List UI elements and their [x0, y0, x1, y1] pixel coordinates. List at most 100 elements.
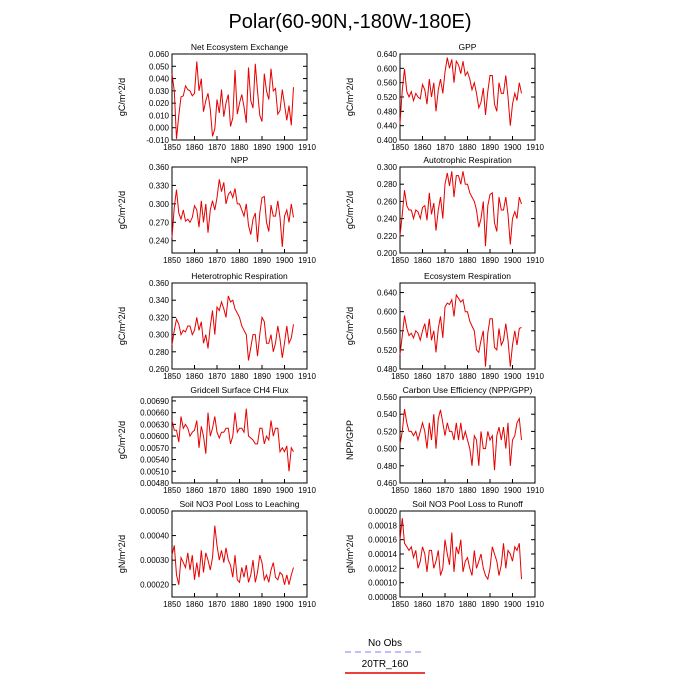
x-tick-label: 1880 [459, 143, 477, 152]
x-tick-label: 1850 [391, 600, 409, 609]
x-tick-label: 1910 [526, 600, 544, 609]
x-tick-label: 1870 [436, 486, 454, 495]
panel-soil-no3-pool-loss-to-leaching: Soil NO3 Pool Loss to Leaching gN/m^2/d 18… [117, 499, 316, 609]
x-tick-label: 1910 [526, 486, 544, 495]
y-tick-label: 0.560 [377, 393, 398, 402]
y-axis-label: gN/m^2/d [117, 535, 127, 573]
y-tick-label: 0.00014 [368, 550, 397, 559]
x-tick-label: 1880 [459, 486, 477, 495]
y-tick-label: 0.520 [377, 427, 398, 436]
y-tick-label: 0.00510 [140, 467, 169, 476]
panel-title: Autotrophic Respiration [423, 155, 512, 165]
y-tick-label: 0.00660 [140, 409, 169, 418]
x-tick-label: 1860 [414, 143, 432, 152]
x-tick-label: 1860 [186, 486, 204, 495]
y-axis-label: gC/m^2/d [117, 191, 127, 229]
x-tick-label: 1900 [276, 600, 294, 609]
legend: No Obs 20TR_160 [345, 638, 425, 674]
y-tick-label: 0.010 [149, 111, 170, 120]
y-tick-label: 0.00570 [140, 444, 169, 453]
y-tick-label: 0.240 [377, 215, 398, 224]
x-tick-label: 1860 [186, 143, 204, 152]
y-tick-label: 0.00690 [140, 397, 169, 406]
plot-frame [171, 510, 308, 598]
panel-npp: NPP gC/m^2/d 1850 1860 1870 1880 1890 1900 1910 0… [117, 155, 316, 265]
series-line-20tr-160 [399, 518, 522, 581]
figure-title: Polar(60-90N,-180W-180E) [228, 11, 471, 33]
legend-label-20tr-160: 20TR_160 [362, 659, 409, 670]
y-axis-label: NPP/GPP [345, 420, 355, 460]
panel-title: Net Ecosystem Exchange [191, 42, 289, 52]
panel-autotrophic-respiration: Autotrophic Respiration gC/m^2/d 1850 1860 1… [345, 155, 544, 265]
y-tick-label: 0.360 [149, 163, 170, 172]
x-tick-label: 1910 [298, 256, 316, 265]
y-tick-label: 0.560 [377, 327, 398, 336]
series-line-20tr-160 [399, 293, 522, 367]
y-tick-label: 0.060 [149, 50, 170, 59]
y-tick-label: 0.440 [377, 122, 398, 131]
y-axis-label: gC/m^2/d [345, 191, 355, 229]
y-tick-label: 0.600 [377, 64, 398, 73]
y-tick-label: 0.270 [149, 218, 170, 227]
series-line-20tr-160 [399, 57, 522, 126]
panel-title: NPP [231, 155, 249, 165]
x-tick-label: 1890 [253, 600, 271, 609]
panel-title: GPP [459, 42, 477, 52]
y-tick-label: 0.280 [377, 180, 398, 189]
x-tick-label: 1890 [481, 600, 499, 609]
x-tick-label: 1900 [504, 372, 522, 381]
y-tick-label: 0.520 [377, 346, 398, 355]
y-tick-label: 0.520 [377, 93, 398, 102]
x-tick-label: 1860 [414, 486, 432, 495]
x-tick-label: 1900 [276, 256, 294, 265]
series-line-20tr-160 [171, 525, 294, 585]
x-tick-label: 1870 [436, 143, 454, 152]
series-line-20tr-160 [171, 295, 294, 361]
y-tick-label: 0.340 [149, 296, 170, 305]
series-line-20tr-160 [171, 408, 294, 472]
y-tick-label: 0.260 [377, 197, 398, 206]
x-tick-label: 1860 [186, 256, 204, 265]
y-tick-label: 0.300 [377, 163, 398, 172]
x-tick-label: 1910 [526, 143, 544, 152]
x-tick-label: 1870 [208, 486, 226, 495]
x-tick-label: 1850 [163, 143, 181, 152]
y-axis-label: gC/m^2/d [117, 421, 127, 459]
y-tick-label: 0.400 [377, 136, 398, 145]
panel-title: Ecosystem Respiration [424, 271, 511, 281]
x-tick-label: 1880 [459, 600, 477, 609]
x-tick-label: 1850 [391, 143, 409, 152]
x-tick-label: 1850 [163, 600, 181, 609]
x-tick-label: 1860 [186, 600, 204, 609]
y-axis-label: gC/m^2/d [345, 307, 355, 345]
x-tick-label: 1850 [391, 372, 409, 381]
panel-title: Soil NO3 Pool Loss to Runoff [412, 499, 523, 509]
y-tick-label: 0.00630 [140, 420, 169, 429]
y-tick-label: 0.560 [377, 79, 398, 88]
x-tick-label: 1900 [276, 486, 294, 495]
x-tick-label: 1910 [526, 256, 544, 265]
x-tick-label: 1870 [208, 600, 226, 609]
y-tick-label: 0.480 [377, 462, 398, 471]
panel-title: Heterotrophic Respiration [191, 271, 288, 281]
y-tick-label: 0.050 [149, 62, 170, 71]
series-line-20tr-160 [171, 61, 294, 139]
x-tick-label: 1910 [298, 600, 316, 609]
y-tick-label: 0.480 [377, 107, 398, 116]
plot-frame [171, 396, 308, 484]
y-tick-label: 0.240 [149, 237, 170, 246]
y-tick-label: 0.00540 [140, 456, 169, 465]
y-tick-label: 0.00018 [368, 521, 397, 530]
series-line-20tr-160 [171, 179, 294, 247]
panel-gridcell-surface-ch4-flux: Gridcell Surface CH4 Flux gC/m^2/d 1850 186… [117, 385, 316, 495]
x-tick-label: 1880 [231, 372, 249, 381]
y-tick-label: 0.040 [149, 75, 170, 84]
y-axis-label: gC/m^2/d [117, 307, 127, 345]
x-tick-label: 1900 [504, 486, 522, 495]
y-tick-label: 0.460 [377, 479, 398, 488]
x-tick-label: 1880 [231, 600, 249, 609]
y-tick-label: 0.00480 [140, 479, 169, 488]
x-tick-label: 1910 [298, 486, 316, 495]
panels: Net Ecosystem Exchange gC/m^2/d 1850 1860 18… [117, 42, 544, 609]
panel-heterotrophic-respiration: Heterotrophic Respiration gC/m^2/d 1850 186… [117, 271, 316, 381]
